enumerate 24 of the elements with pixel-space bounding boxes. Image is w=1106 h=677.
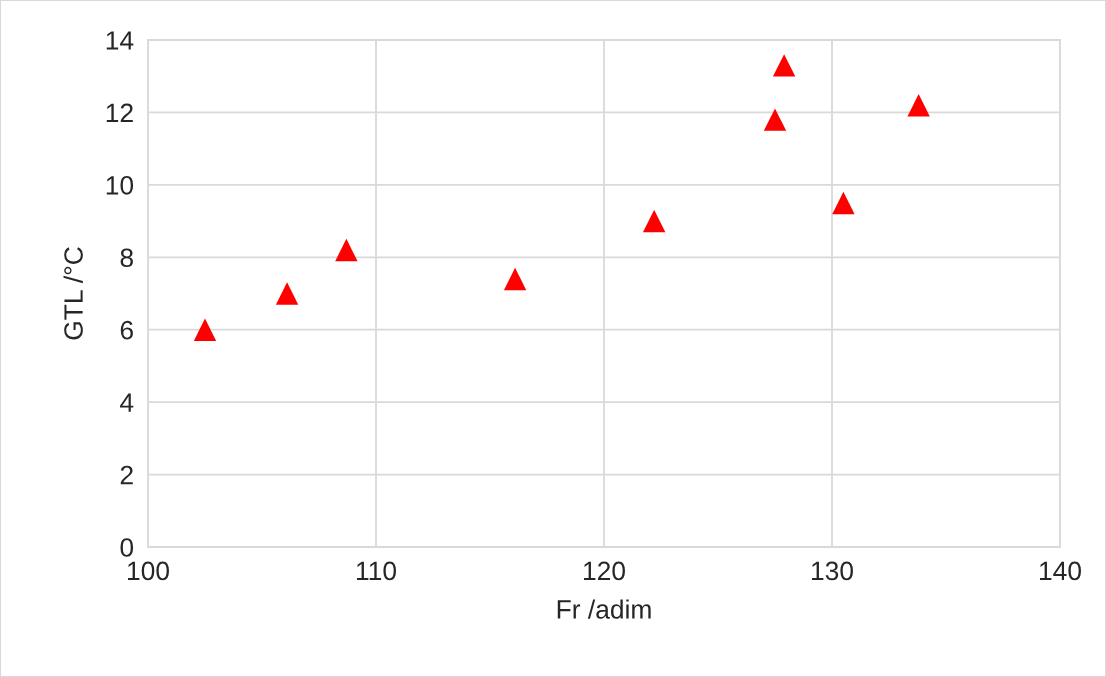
point bbox=[763, 108, 787, 131]
y-tick-label: 10 bbox=[106, 175, 134, 195]
point bbox=[642, 209, 666, 233]
x-tick-label: 100 bbox=[128, 561, 169, 581]
y-tick-label: 6 bbox=[120, 320, 133, 340]
y-tick-label: 2 bbox=[120, 465, 133, 485]
point bbox=[772, 54, 796, 77]
point bbox=[832, 191, 855, 215]
point bbox=[193, 318, 217, 341]
point bbox=[335, 238, 358, 262]
y-tick-label: 8 bbox=[120, 248, 133, 268]
x-tick-label: 140 bbox=[1040, 561, 1081, 581]
x-tick-label: 110 bbox=[356, 561, 397, 581]
x-tick-label: 130 bbox=[812, 561, 853, 581]
point bbox=[907, 93, 930, 117]
y-tick-label: 12 bbox=[106, 103, 133, 122]
point bbox=[503, 267, 527, 291]
y-axis-title: GTL /°C bbox=[63, 247, 83, 340]
x-axis-title: Fr /adim bbox=[557, 599, 651, 619]
point bbox=[275, 282, 299, 305]
y-tick-label: 14 bbox=[106, 31, 134, 50]
x-tick-label: 120 bbox=[584, 561, 625, 581]
y-tick-label: 4 bbox=[120, 393, 134, 412]
y-tick-label: 0 bbox=[120, 538, 134, 557]
